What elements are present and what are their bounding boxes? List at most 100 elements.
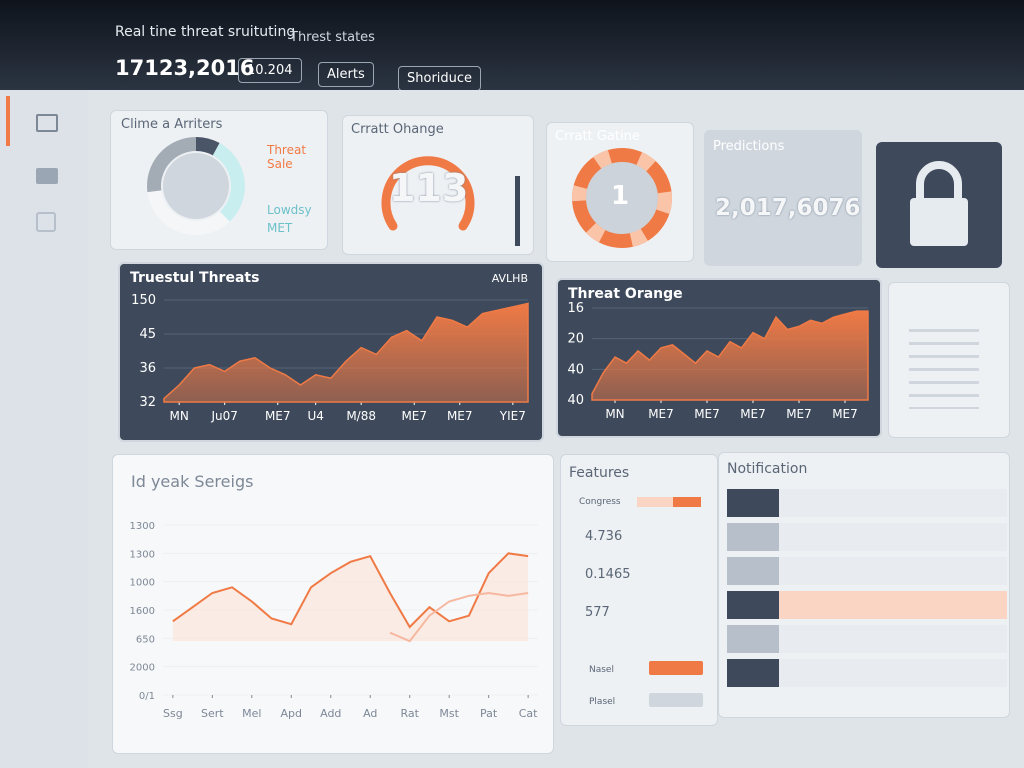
donut xyxy=(147,137,245,235)
toggle[interactable] xyxy=(649,661,703,675)
y-tick-label: 45 xyxy=(139,327,156,342)
chart-title: Threat Orange xyxy=(568,286,683,302)
toggle[interactable] xyxy=(649,693,703,707)
nav-icon[interactable] xyxy=(36,114,58,132)
legend-item: Lowdsy xyxy=(267,203,312,217)
select[interactable]: 10.204 xyxy=(238,58,302,83)
donut-segment xyxy=(147,190,230,235)
line-chart: Id yeak Sereigs 1300 1300 1000 1600 650 2000 0/… xyxy=(130,472,539,720)
nav-icon[interactable] xyxy=(36,212,56,232)
donut-card: Clime a Arriters Threat Sale Lowdsy MET xyxy=(110,110,328,250)
sidebar xyxy=(0,90,88,768)
alerts-button[interactable]: Alerts xyxy=(318,62,374,87)
ring xyxy=(572,148,672,248)
panel-title: Features xyxy=(569,465,630,481)
x-tick-label: ME7 xyxy=(832,407,858,421)
toggle-label: Plasel xyxy=(589,697,616,707)
x-tick-label: Mst xyxy=(439,707,459,720)
x-tick-label: Cat xyxy=(519,707,538,720)
x-tick-label: Rat xyxy=(400,707,419,720)
x-tick-label: MN xyxy=(605,407,624,421)
y-tick-label: 1300 xyxy=(130,521,155,532)
threats-panel: Truestul Threats AVLHB 150 45 36 32 MN Ju07 ME7 U… xyxy=(118,262,544,442)
notification-row[interactable] xyxy=(727,591,1007,619)
y-tick-label: 36 xyxy=(139,361,156,376)
gauge-value: 113 xyxy=(389,166,469,210)
chart-title: Truestul Threats xyxy=(130,270,259,286)
line xyxy=(389,591,529,643)
x-tick-label: ME7 xyxy=(401,409,427,423)
y-tick-label: 32 xyxy=(139,395,156,410)
stat: 4.736 xyxy=(585,529,623,544)
y-tick-label: 1600 xyxy=(130,606,155,617)
counter: 17123,2016 xyxy=(115,56,255,80)
card-title: Crratt Gatine xyxy=(555,129,640,144)
notification-row[interactable] xyxy=(727,523,1007,551)
x-tick-label: Ju07 xyxy=(210,409,237,423)
slider xyxy=(515,176,520,246)
notification-panel: Notification xyxy=(718,452,1010,718)
nav-icon[interactable] xyxy=(36,168,58,184)
stat-card: Predictions 2,017,6076 xyxy=(704,130,862,266)
x-tick-label: MN xyxy=(169,409,188,423)
y-tick-label: 16 xyxy=(567,301,584,316)
toggle-label: Nasel xyxy=(589,665,614,675)
area-chart: Truestul Threats AVLHB 150 45 36 32 MN Ju07 ME7 U… xyxy=(130,270,529,423)
title: Real tine threat sruituting xyxy=(115,24,296,40)
x-tick-label: ME7 xyxy=(694,407,720,421)
gauge-arc xyxy=(381,156,475,231)
x-tick-label: ME7 xyxy=(265,409,291,423)
gauge-card: Crratt Ohange 113 xyxy=(342,115,534,255)
shortcut-button[interactable]: Shoriduce xyxy=(398,66,482,91)
x-tick-label: Ad xyxy=(363,707,377,720)
x-tick-label: Add xyxy=(320,707,341,720)
y-tick-label: 150 xyxy=(131,293,156,308)
x-tick-label: ME7 xyxy=(786,407,812,421)
y-tick-label: 1300 xyxy=(130,549,155,560)
notification-row[interactable] xyxy=(727,557,1007,585)
x-tick-label: Sert xyxy=(201,707,224,720)
bar-label: Congress xyxy=(579,497,621,507)
bar-track xyxy=(637,497,701,507)
x-tick-label: ME7 xyxy=(447,409,473,423)
panel-title: Notification xyxy=(727,461,808,477)
ring-value: 1 xyxy=(611,181,630,211)
y-tick-label: 1000 xyxy=(130,578,155,589)
x-tick-label: Mel xyxy=(242,707,261,720)
notification-row[interactable] xyxy=(727,489,1007,517)
area-fill xyxy=(172,553,529,642)
ring-segments xyxy=(572,148,672,248)
features-panel: Features Congress 4.736 0.1465 577 Nasel… xyxy=(560,454,718,726)
card-title: Clime a Arriters xyxy=(121,117,223,132)
y-tick-label: 0/1 xyxy=(139,691,155,702)
stat-value: 2,017,6076 xyxy=(715,195,861,221)
card-title: Predictions xyxy=(713,139,785,154)
notification-row[interactable] xyxy=(727,659,1007,687)
x-tick-label: U4 xyxy=(307,409,323,423)
line xyxy=(172,552,529,629)
x-tick-label: Apd xyxy=(281,707,303,720)
notification-list xyxy=(727,489,1007,693)
x-tick-label: YIE7 xyxy=(499,409,526,423)
y-tick-label: 20 xyxy=(567,332,584,347)
side-list xyxy=(888,282,1010,438)
notification-row[interactable] xyxy=(727,625,1007,653)
donut-segment xyxy=(147,137,197,193)
legend-item: MET xyxy=(267,221,293,235)
donut-segment xyxy=(212,143,245,222)
orange-panel: Threat Orange 16 20 40 40 MN ME7 ME7 ME7 ME7 ME7 xyxy=(556,278,882,438)
y-tick-label: 2000 xyxy=(130,663,155,674)
ring-card: Crratt Gatine 1 xyxy=(546,122,694,262)
y-tick-label: 650 xyxy=(136,634,155,645)
chart-badge: AVLHB xyxy=(492,272,528,285)
area xyxy=(591,310,869,401)
card-title: Crratt Ohange xyxy=(351,122,444,137)
dropdown[interactable]: Threst states xyxy=(290,30,375,45)
x-tick-label: Ssg xyxy=(163,707,183,720)
list-lines xyxy=(909,319,979,409)
top-bar: Real tine threat sruituting Threst state… xyxy=(0,0,1024,91)
x-tick-label: M/88 xyxy=(346,409,376,423)
legend-item: Threat Sale xyxy=(267,143,307,171)
